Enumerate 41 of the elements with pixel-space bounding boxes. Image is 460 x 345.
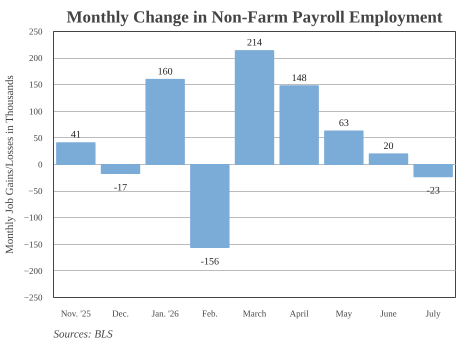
bar — [56, 142, 96, 165]
data-label: 148 — [292, 72, 307, 84]
y-tick-label: 200 — [29, 53, 43, 64]
bar — [190, 164, 230, 248]
y-tick-label: 50 — [34, 132, 43, 143]
data-label: 160 — [158, 66, 173, 78]
x-tick-label: March — [242, 308, 267, 318]
y-tick-label: 150 — [29, 80, 43, 90]
y-axis-title: Monthly Job Gains/Losses in Thousands — [4, 75, 16, 254]
chart-title: Monthly Change in Non-Farm Payroll Employment — [66, 8, 443, 26]
data-label: -23 — [426, 186, 440, 197]
y-tick-label: 100 — [29, 106, 43, 116]
data-label: -156 — [200, 256, 220, 268]
y-tick-label: −50 — [28, 186, 43, 196]
bar — [413, 164, 453, 178]
x-tick-label: Jan. '26 — [152, 308, 180, 318]
x-tick-label: June — [380, 308, 397, 318]
data-label: 20 — [384, 140, 394, 152]
y-tick-label: −250 — [24, 292, 43, 302]
x-tick-label: Feb. — [202, 308, 218, 318]
x-tick-label: July — [426, 308, 442, 318]
y-tick-label: −100 — [24, 212, 43, 223]
data-label: -17 — [114, 182, 128, 194]
bar — [100, 164, 140, 174]
bar — [145, 78, 185, 165]
data-label: 41 — [70, 130, 81, 141]
y-tick-label: −150 — [24, 239, 43, 250]
bar — [234, 50, 274, 165]
x-tick-label: Dec. — [112, 308, 129, 318]
source-note: Sources: BLS — [54, 328, 114, 340]
y-tick-label: −200 — [24, 266, 43, 276]
bar — [368, 153, 408, 165]
x-tick-label: May — [336, 308, 353, 318]
x-tick-label: Nov. '25 — [60, 308, 92, 318]
bar — [324, 130, 364, 165]
data-label: 63 — [338, 118, 349, 129]
bar — [279, 85, 319, 165]
y-tick-label: 0 — [38, 160, 43, 170]
x-tick-label: April — [290, 308, 310, 318]
y-tick-label: 250 — [29, 26, 43, 36]
data-label: 214 — [247, 38, 262, 49]
